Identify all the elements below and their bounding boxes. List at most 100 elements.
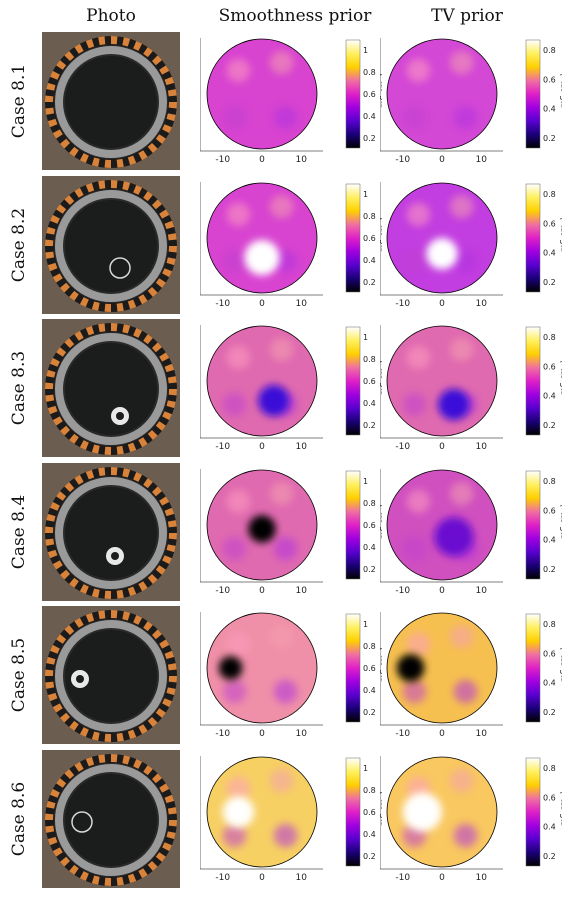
header-photo: Photo: [86, 6, 136, 26]
colorbar-tick-label: 0.2: [543, 852, 556, 861]
colorbar-tick-label: 0.6: [543, 649, 556, 658]
colorbar: [345, 39, 361, 149]
colorbar-tick-label: 0.2: [363, 852, 376, 861]
colorbar-unit-label: mS cm⁻¹: [379, 790, 382, 825]
colorbar-unit-label: mS cm⁻¹: [559, 790, 562, 825]
colorbar-tick-label: 0.2: [543, 278, 556, 287]
colorbar: [525, 326, 541, 436]
x-tick-label: 0: [439, 155, 445, 163]
colorbar-tick-label: 0.8: [363, 68, 376, 77]
colorbar-tick-label: 1: [363, 46, 368, 55]
colorbar-tick-label: 0.4: [543, 822, 556, 831]
x-tick-label: -10: [395, 155, 410, 163]
colorbar-tick-label: 0.6: [363, 664, 376, 673]
inclusion-blob: [438, 388, 470, 421]
x-tick-label: 0: [439, 729, 445, 737]
colorbar: [525, 39, 541, 149]
tank-photo-4: [42, 462, 180, 601]
tank-photo-2: [42, 175, 180, 314]
x-tick-label: -10: [215, 299, 230, 307]
water-tank: [65, 773, 157, 866]
x-tick-label: -10: [395, 729, 410, 737]
x-tick-label: 10: [296, 299, 308, 307]
x-tick-label: 0: [259, 299, 265, 307]
x-tick-label: 0: [439, 873, 445, 881]
colorbar-tick-label: 0.8: [543, 477, 556, 486]
colorbar-tick-label: 0.4: [363, 543, 376, 552]
colorbar-tick-label: 0.4: [363, 256, 376, 265]
colorbar-unit-label: mS cm⁻¹: [379, 216, 382, 251]
x-tick-label: 10: [296, 873, 308, 881]
colorbar-tick-label: 0.4: [543, 392, 556, 401]
colorbar-tick-label: 0.8: [363, 786, 376, 795]
x-tick-label: 10: [476, 586, 488, 594]
x-tick-label: -10: [215, 442, 230, 450]
colorbar-tick-label: 0.4: [543, 248, 556, 257]
colorbar-tick-label: 0.2: [363, 134, 376, 143]
colorbar-tick-label: 0.8: [363, 212, 376, 221]
colorbar-tick-label: 0.2: [543, 565, 556, 574]
hollow-object: [109, 256, 131, 279]
x-tick-label: 10: [296, 155, 308, 163]
colorbar-unit-label: mS cm⁻¹: [379, 503, 382, 538]
colorbar-tick-label: 0.4: [363, 399, 376, 408]
x-tick-label: 10: [296, 729, 308, 737]
case-label: Case 8.5: [9, 637, 29, 713]
case-label: Case 8.3: [9, 350, 29, 426]
water-tank: [65, 486, 157, 579]
header-smoothness-prior: Smoothness prior: [218, 6, 372, 26]
colorbar-tick-label: 0.2: [543, 421, 556, 430]
colorbar-tick-label: 0.6: [363, 521, 376, 530]
inclusion-blob: [402, 791, 442, 832]
header-tv-prior: TV prior: [431, 6, 503, 26]
colorbar-tick-label: 0.4: [543, 105, 556, 114]
colorbar-unit-label: mS cm⁻¹: [559, 360, 562, 395]
colorbar-tick-label: 0.4: [543, 679, 556, 688]
colorbar-tick-label: 0.6: [363, 377, 376, 386]
colorbar-unit-label: mS cm⁻¹: [379, 360, 382, 395]
x-tick-label: -10: [215, 155, 230, 163]
row-label: Case 8.4: [0, 463, 38, 601]
hollow-object: [71, 810, 93, 833]
colorbar-tick-label: 1: [363, 620, 368, 629]
water-tank: [65, 199, 157, 292]
colorbar: [525, 613, 541, 723]
row-label: Case 8.6: [0, 750, 38, 888]
colorbar: [345, 326, 361, 436]
row-label: Case 8.1: [0, 32, 38, 170]
x-tick-label: -10: [395, 442, 410, 450]
colorbar-tick-label: 0.8: [543, 190, 556, 199]
x-tick-label: 10: [476, 299, 488, 307]
colorbar-tick-label: 0.8: [543, 764, 556, 773]
row-label: Case 8.2: [0, 176, 38, 314]
x-tick-label: 0: [439, 299, 445, 307]
x-tick-label: -10: [215, 729, 230, 737]
colorbar-tick-label: 0.6: [363, 234, 376, 243]
tank-photo-6: [42, 749, 180, 888]
colorbar-tick-label: 0.8: [543, 620, 556, 629]
x-tick-label: -10: [395, 299, 410, 307]
colorbar: [525, 183, 541, 292]
colorbar-tick-label: 0.8: [363, 355, 376, 364]
inclusion-blob: [434, 516, 474, 556]
inclusion-blob: [426, 237, 458, 269]
colorbar-tick-label: 0.6: [543, 362, 556, 371]
x-tick-label: 0: [439, 586, 445, 594]
colorbar-tick-label: 0.6: [543, 75, 556, 84]
x-tick-label: -10: [395, 873, 410, 881]
colorbar-tick-label: 0.2: [543, 134, 556, 143]
